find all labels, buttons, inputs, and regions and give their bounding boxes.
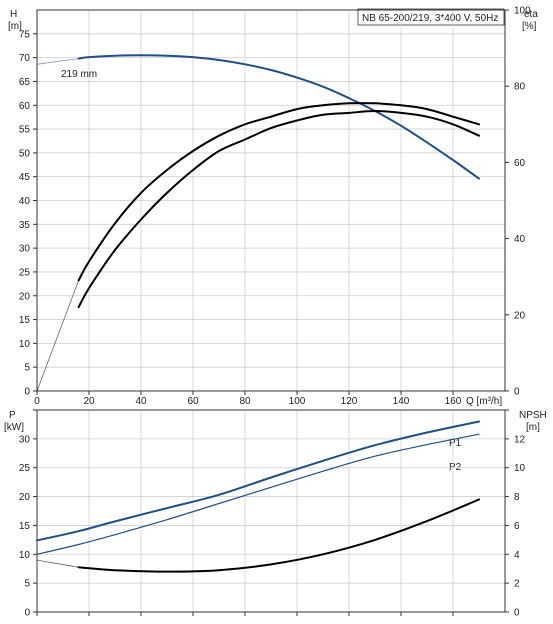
chart-title-box [357,8,505,26]
bottom-series-line-0 [36,420,480,542]
top-y-left-tick-label: 55 [19,125,31,136]
top-y-right-tick-label: 0 [514,387,520,398]
top-y-right-tick-label: 80 [514,82,526,93]
top-y-left-tick-label: 10 [19,339,31,350]
top-series-line-4 [36,280,79,392]
top-y-left-tick-label: 35 [19,220,31,231]
bottom-y-left-tick-label: 15 [19,521,31,532]
top-y-left-tick-label: 15 [19,315,31,326]
top-x-tick-label: 0 [34,396,40,407]
top-x-axis-label: Q [m³/h] [466,396,502,407]
bottom-series-line-3 [36,559,79,568]
top-y-left-tick-label: 70 [19,53,31,64]
top-y-left-tick-label: 50 [19,148,31,159]
bottom-y-left-tick-label: 30 [19,434,31,445]
head-efficiency-plot: 0 5 10 15 20 25 30 35 40 45 50 55 60 65 70 75 0 20 40 60 80 1… [19,6,531,408]
bottom-series-line-2 [77,498,480,573]
bottom-y-left-tick-label: 25 [19,463,31,474]
power-npsh-plot: 0 5 10 15 20 25 30 0 2 4 6 8 10 12 [19,409,526,619]
top-x-tick-label: 140 [393,396,410,407]
top-y-left-tick-label: 0 [24,387,30,398]
bottom-y-left-tick-label: 5 [24,579,30,590]
bottom-y-left-tick-label: 20 [19,492,31,503]
top-series-line-3 [77,109,480,309]
bottom-y-right-tick-label: 8 [514,492,520,503]
curve-label-219mm: 219 mm [61,69,97,80]
top-y-left-tick-label: 25 [19,267,31,278]
top-y-left-tick-label: 45 [19,172,31,183]
top-y-left-tick-label: 60 [19,101,31,112]
top-y-left-tick-label: 5 [24,363,30,374]
top-x-tick-label: 120 [341,396,358,407]
bottom-y-left-label-2: [kW] [4,422,24,433]
top-x-tick-label: 20 [83,396,95,407]
bottom-y-right-tick-label: 2 [514,579,520,590]
top-y-left-tick-label: 75 [19,29,31,40]
top-x-tick-label: 60 [187,396,199,407]
chart-title: NB 65-200/219, 3*400 V, 50Hz [362,13,498,24]
series-label-p1: P1 [449,438,462,449]
top-x-tick-label: 160 [445,396,462,407]
top-x-tick-label: 40 [135,396,147,407]
top-series-line-1 [36,58,79,65]
bottom-y-left-tick-label: 10 [19,550,31,561]
top-series-line-2 [77,102,480,282]
top-y-left-tick-label: 40 [19,196,31,207]
top-y-right-tick-label: 60 [514,158,526,169]
top-y-left-label-2: [m] [8,21,22,32]
top-series-line-0 [77,54,480,180]
bottom-y-right-tick-label: 4 [514,550,520,561]
bottom-plot-frame [36,409,506,613]
bottom-y-right-label-2: [m] [526,422,540,433]
bottom-y-right-tick-label: 12 [514,434,526,445]
top-y-right-label-2: [%] [522,21,537,32]
top-y-left-tick-label: 30 [19,244,31,255]
bottom-y-left-tick-label: 0 [24,608,30,619]
bottom-series-line-1 [36,433,480,555]
bottom-y-right-tick-label: 0 [514,608,520,619]
top-y-left-tick-label: 20 [19,291,31,302]
bottom-y-right-tick-label: 6 [514,521,520,532]
bottom-y-left-label-1: P [9,410,16,421]
top-x-tick-label: 80 [239,396,251,407]
bottom-y-right-tick-label: 10 [514,463,526,474]
top-x-tick-label: 100 [289,396,306,407]
top-y-right-tick-label: 20 [514,310,526,321]
top-y-right-label-1: eta [524,9,538,20]
top-y-left-label-1: H [10,9,17,20]
top-y-left-tick-label: 65 [19,77,31,88]
bottom-y-right-label-1: NPSH [519,410,547,421]
top-y-right-tick-label: 40 [514,234,526,245]
top-y-right-tick-label: 100 [514,6,531,17]
